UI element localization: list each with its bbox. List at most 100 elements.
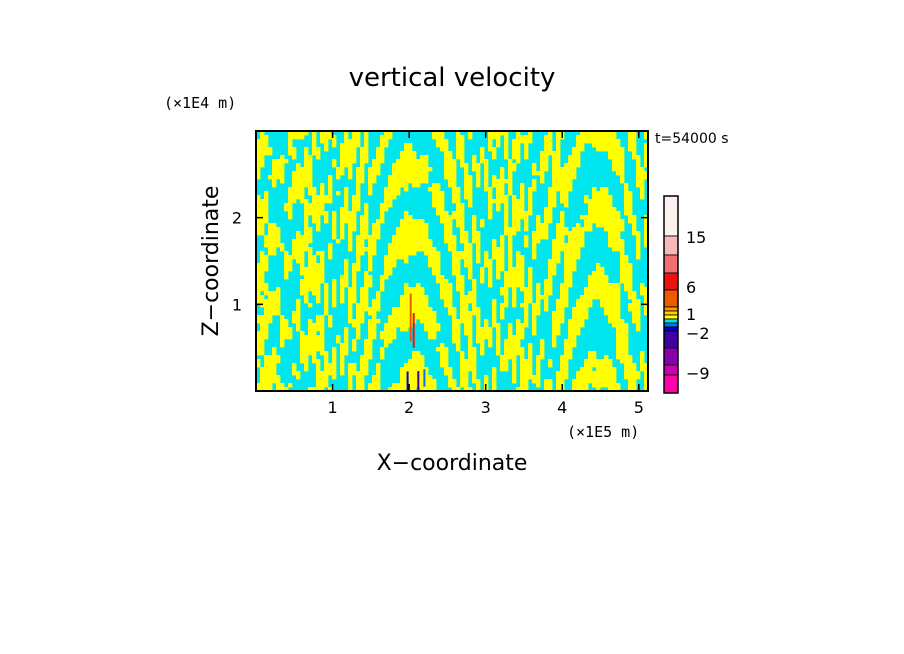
field-cell xyxy=(316,379,329,384)
field-cell xyxy=(348,239,353,244)
field-cell xyxy=(364,135,369,140)
field-cell xyxy=(600,299,621,304)
field-cell xyxy=(544,207,553,212)
field-cell xyxy=(256,299,281,304)
field-cell xyxy=(532,255,537,260)
field-cell xyxy=(256,263,269,268)
field-cell xyxy=(352,343,357,348)
field-cell xyxy=(404,143,413,148)
field-cell xyxy=(388,175,429,180)
field-cell xyxy=(504,139,509,144)
field-cell xyxy=(396,231,429,236)
field-cell xyxy=(432,267,441,272)
field-cell xyxy=(528,355,533,360)
field-cell xyxy=(508,251,513,256)
field-cell xyxy=(328,187,333,192)
field-cell xyxy=(616,339,629,344)
colorbar-level xyxy=(663,322,679,328)
field-cell xyxy=(444,239,457,244)
field-cell xyxy=(340,219,357,224)
field-cell xyxy=(444,167,457,172)
field-cell xyxy=(616,327,629,332)
field-cell xyxy=(412,355,425,360)
field-cell xyxy=(492,251,505,256)
field-cell xyxy=(444,227,453,232)
field-cell xyxy=(308,191,317,196)
field-cell xyxy=(564,255,581,260)
field-cell xyxy=(384,343,389,348)
field-cell xyxy=(340,287,345,292)
field-cell xyxy=(540,155,549,160)
field-cell xyxy=(296,231,301,236)
field-cell xyxy=(480,271,485,276)
field-cell xyxy=(592,187,597,192)
field-cell xyxy=(264,363,277,368)
field-cell xyxy=(360,227,369,232)
field-cell xyxy=(612,163,625,168)
colorbar: 15 6 1−2 −9 xyxy=(663,195,710,394)
field-cell xyxy=(504,143,509,148)
field-cell xyxy=(432,131,445,136)
field-cell xyxy=(368,251,377,256)
field-cell xyxy=(468,267,473,272)
field-cell xyxy=(344,195,349,200)
field-cell xyxy=(328,319,333,324)
field-cell xyxy=(628,303,641,308)
field-cell xyxy=(536,371,541,376)
field-cell xyxy=(372,231,381,236)
field-cell xyxy=(592,383,621,388)
field-cell xyxy=(280,315,285,320)
field-cell xyxy=(360,363,369,368)
field-cell xyxy=(320,191,325,196)
field-cell xyxy=(524,307,529,312)
field-cell xyxy=(356,235,381,240)
field-cell xyxy=(520,375,541,380)
field-cell xyxy=(256,159,265,164)
field-cell xyxy=(280,327,293,332)
field-cell xyxy=(340,163,353,168)
field-cell xyxy=(540,163,549,168)
field-cell xyxy=(484,319,489,324)
field-cell xyxy=(364,207,369,212)
field-cell xyxy=(348,287,357,292)
field-cell xyxy=(524,147,529,152)
field-cell xyxy=(380,275,389,280)
field-cell xyxy=(472,283,477,288)
field-cell xyxy=(476,339,485,344)
field-cell xyxy=(384,131,393,136)
colorbar-level xyxy=(663,347,679,366)
field-cell xyxy=(500,355,517,360)
field-cell xyxy=(376,147,385,152)
field-cell xyxy=(468,351,477,356)
field-cell xyxy=(480,351,485,356)
field-cell xyxy=(504,283,525,288)
field-cell xyxy=(560,191,569,196)
field-cell xyxy=(644,143,648,148)
colorbar-level xyxy=(663,310,679,316)
field-cell xyxy=(636,327,641,332)
field-cell xyxy=(256,167,261,172)
field-cell xyxy=(256,203,269,208)
field-cell xyxy=(632,315,641,320)
field-cell xyxy=(348,227,357,232)
field-cell xyxy=(636,159,641,164)
field-cell xyxy=(332,351,337,356)
field-cell xyxy=(372,303,381,308)
field-cell xyxy=(400,375,433,380)
field-cell xyxy=(300,331,305,336)
field-cell xyxy=(380,331,397,336)
field-cell xyxy=(280,323,289,328)
field-cell xyxy=(344,199,349,204)
field-cell xyxy=(360,299,369,304)
field-cell xyxy=(508,323,513,328)
field-cell xyxy=(516,251,521,256)
field-cell xyxy=(524,155,529,160)
field-cell xyxy=(624,183,629,188)
field-cell xyxy=(364,139,369,144)
field-cell xyxy=(312,195,333,200)
field-cell xyxy=(512,155,521,160)
field-cell xyxy=(572,227,593,232)
field-cell xyxy=(464,327,473,332)
field-cell xyxy=(348,303,353,308)
field-cell xyxy=(392,171,429,176)
